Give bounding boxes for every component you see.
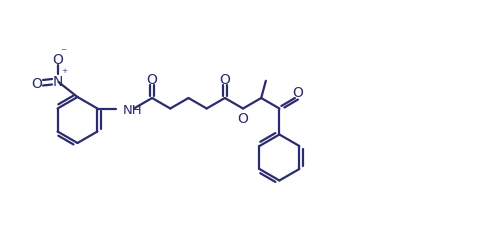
- Text: NH: NH: [123, 104, 142, 118]
- Text: N: N: [53, 74, 63, 88]
- Text: ⁻: ⁻: [60, 46, 66, 59]
- Text: O: O: [292, 86, 304, 100]
- Text: O: O: [146, 73, 158, 87]
- Text: O: O: [220, 73, 230, 87]
- Text: O: O: [238, 112, 248, 126]
- Text: O: O: [52, 54, 64, 68]
- Text: ⁺: ⁺: [61, 67, 67, 80]
- Text: O: O: [32, 76, 42, 90]
